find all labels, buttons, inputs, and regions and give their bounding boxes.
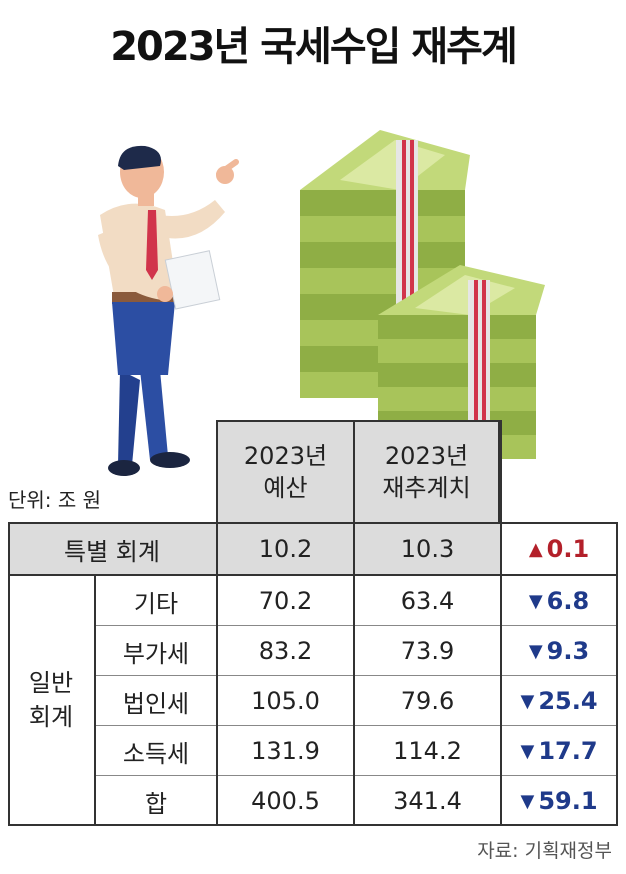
general-group-label-line1: 일반 — [28, 669, 74, 697]
row-label: 기타 — [133, 589, 179, 618]
row-budget: 400.5 — [251, 787, 320, 815]
row-label: 소득세 — [122, 739, 190, 768]
column-header-budget: 2023년 예산 — [216, 420, 355, 524]
col-divider-1 — [216, 522, 218, 826]
down-triangle-icon: ▼ — [520, 740, 535, 762]
row-label: 부가세 — [122, 639, 190, 668]
row-divider — [96, 675, 616, 676]
row-divider — [96, 775, 616, 776]
row-divider — [96, 725, 616, 726]
group-divider — [94, 576, 96, 824]
row-budget: 70.2 — [258, 587, 313, 615]
special-label: 특별 회계 — [8, 524, 216, 574]
row-change: ▼ 6.8 — [502, 576, 616, 626]
row-divider — [96, 625, 616, 626]
row-budget: 105.0 — [251, 687, 320, 715]
row-change-value: 6.8 — [546, 587, 590, 615]
row-change-value: 59.1 — [538, 787, 598, 815]
illustration — [98, 130, 545, 476]
header-divider — [500, 420, 502, 524]
special-bottom-border — [8, 574, 618, 576]
row-change: ▼ 17.7 — [502, 726, 616, 776]
column-header-reestimate: 2023년 재추계치 — [353, 420, 500, 524]
row-reestimate: 73.9 — [400, 637, 455, 665]
businessman-illustration — [98, 145, 239, 476]
special-change: ▲ 0.1 — [500, 524, 618, 574]
row-budget: 131.9 — [251, 737, 320, 765]
row-reestimate: 79.6 — [400, 687, 455, 715]
column-header-budget-line1: 2023년 — [243, 442, 328, 470]
row-change: ▼ 9.3 — [502, 626, 616, 676]
source-label: 자료: 기획재정부 — [477, 840, 612, 862]
table-left-border — [8, 522, 10, 826]
column-header-reestimate-line2: 재추계치 — [382, 474, 471, 502]
row-reestimate: 63.4 — [400, 587, 455, 615]
general-group-label: 일반 회계 — [8, 576, 94, 824]
special-reestimate: 10.3 — [355, 524, 500, 574]
table-bottom-border — [8, 824, 618, 826]
col-divider-2 — [353, 522, 355, 826]
row-change-value: 17.7 — [538, 737, 598, 765]
down-triangle-icon: ▼ — [528, 590, 543, 612]
general-group-label-line2: 회계 — [28, 703, 74, 731]
row-reestimate: 114.2 — [393, 737, 462, 765]
unit-label: 단위: 조 원 — [8, 488, 102, 512]
col-divider-3 — [500, 522, 502, 826]
row-change: ▼ 59.1 — [502, 776, 616, 826]
down-triangle-icon: ▼ — [528, 640, 543, 662]
page-title: 2023년 국세수입 재추계 — [110, 24, 518, 70]
table-top-border — [8, 522, 618, 524]
row-budget: 83.2 — [258, 637, 313, 665]
down-triangle-icon: ▼ — [520, 690, 535, 712]
row-change-value: 25.4 — [538, 687, 598, 715]
row-change: ▼ 25.4 — [502, 676, 616, 726]
down-triangle-icon: ▼ — [520, 790, 535, 812]
row-change-value: 9.3 — [546, 637, 590, 665]
special-change-value: 0.1 — [546, 535, 590, 563]
special-budget: 10.2 — [216, 524, 355, 574]
table-right-border — [616, 522, 618, 826]
money-stack-icon — [300, 130, 545, 460]
row-label: 법인세 — [122, 689, 190, 718]
column-header-budget-line2: 예산 — [263, 474, 308, 502]
row-label: 합 — [144, 789, 168, 818]
up-triangle-icon: ▲ — [528, 538, 543, 560]
column-header-reestimate-line1: 2023년 — [384, 442, 469, 470]
row-reestimate: 341.4 — [393, 787, 462, 815]
